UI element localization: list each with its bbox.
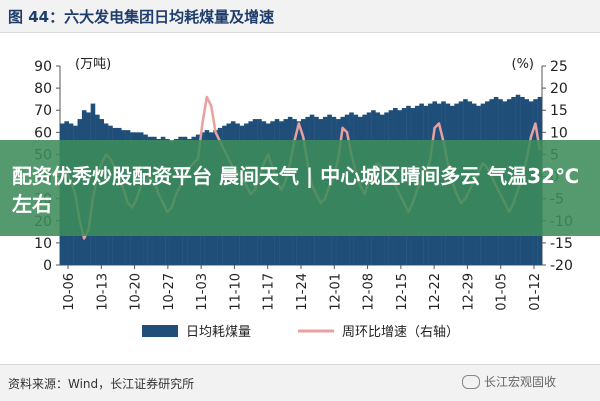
left-tick-label: 10 [34,236,52,252]
left-tick-label: 60 [34,125,52,141]
x-tick-label: 10-27 [162,273,177,311]
left-tick-label: 80 [34,81,52,97]
right-tick-label: -20 [550,258,573,274]
right-tick-label: 20 [550,81,568,97]
wechat-icon [462,374,480,389]
right-axis-unit: (%) [512,57,535,72]
watermark-text: 长江宏观固收 [484,375,557,389]
x-tick-label: 12-15 [395,273,410,311]
x-tick-label: 01-05 [495,273,510,311]
legend-label-line: 周环比增速（右轴） [342,325,459,340]
legend-label-bar: 日均耗煤量 [186,325,251,340]
x-tick-label: 12-01 [328,273,343,311]
legend-swatch-bar [142,325,178,337]
figure-footer: 资料来源：Wind，长江证券研究所 长江宏观固收 [0,364,600,401]
figure-title: 图 44：六大发电集团日均耗煤量及增速 [8,8,275,26]
x-tick-label: 01-12 [528,273,543,311]
left-tick-label: 70 [34,103,52,119]
right-tick-label: -15 [550,236,573,252]
data-source-note: 资料来源：Wind，长江证券研究所 [8,377,195,391]
left-tick-label: 0 [43,258,52,274]
right-tick-label: 25 [550,59,568,75]
left-tick-label: 90 [34,59,52,75]
x-tick-label: 11-03 [195,273,210,311]
x-tick-label: 10-13 [95,273,110,311]
x-tick-label: 10-20 [129,273,144,311]
x-tick-label: 12-29 [461,273,476,311]
overlay-banner: 配资优秀炒股配资平台 晨间天气 | 中心城区晴间多云 气温32℃左右 [0,140,600,236]
overlay-banner-text: 配资优秀炒股配资平台 晨间天气 | 中心城区晴间多云 气温32℃左右 [12,164,580,216]
x-tick-label: 12-22 [428,273,443,311]
x-tick-label: 11-10 [228,273,243,311]
x-tick-label: 11-24 [295,273,310,311]
x-tick-label: 11-17 [262,273,277,311]
x-tick-label: 10-06 [62,273,77,311]
right-tick-label: 15 [550,103,568,119]
watermark: 长江宏观固收 [462,373,556,390]
right-tick-label: 10 [550,125,568,141]
left-axis-unit: (万吨) [75,57,111,72]
figure-header: 图 44：六大发电集团日均耗煤量及增速 [0,0,600,33]
x-tick-label: 12-08 [362,273,377,311]
